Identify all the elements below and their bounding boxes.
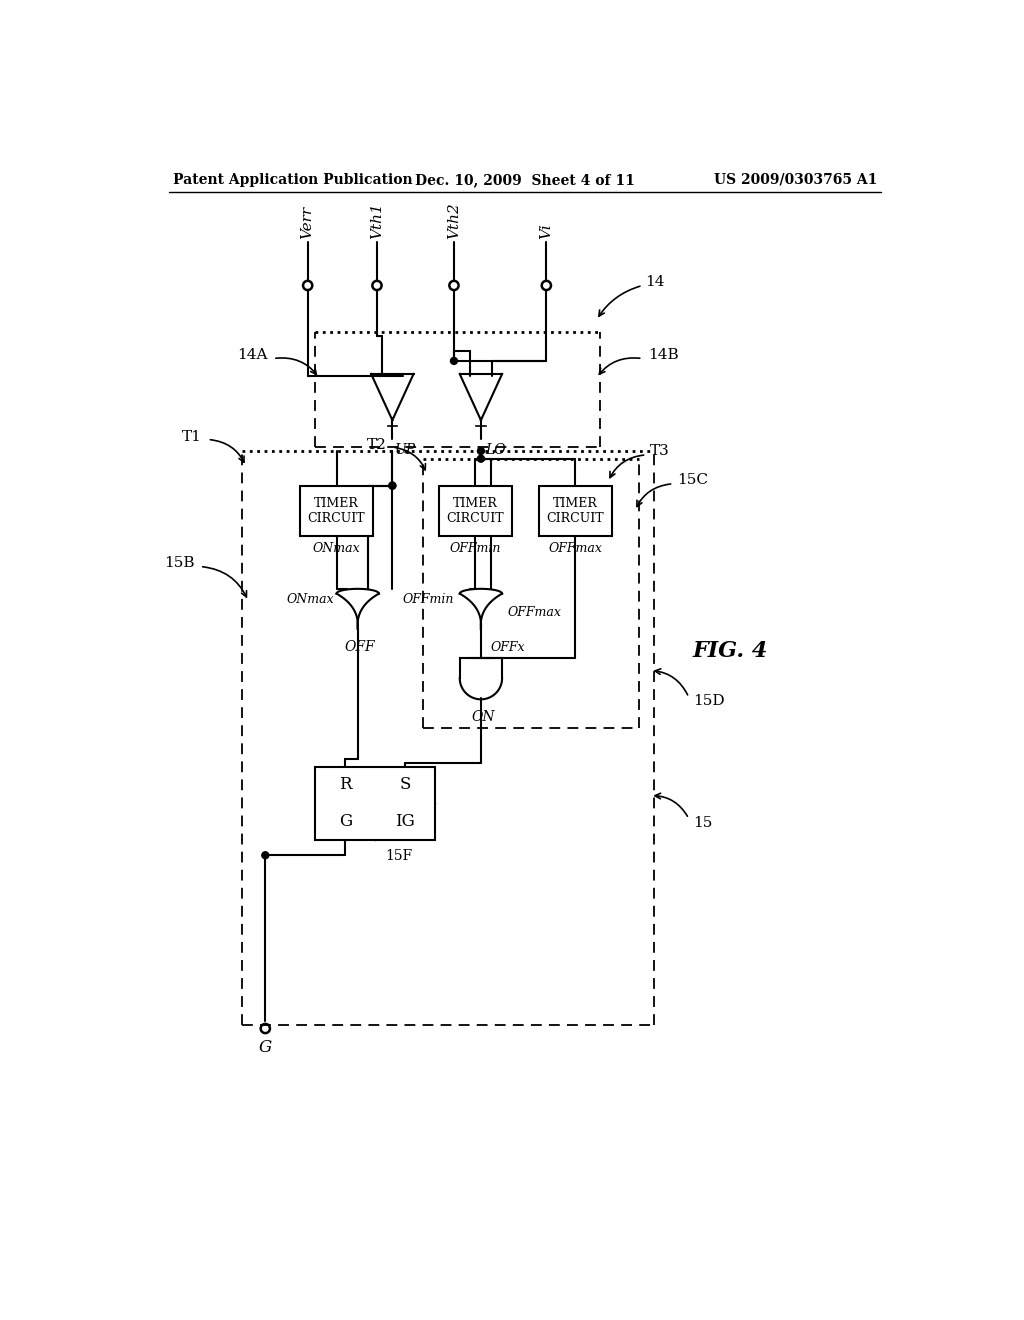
Bar [539,486,611,536]
Bar [315,767,435,840]
Text: FIG. 4: FIG. 4 [692,640,768,663]
Text: Dec. 10, 2009  Sheet 4 of 11: Dec. 10, 2009 Sheet 4 of 11 [415,173,635,187]
Text: 14A: 14A [238,347,267,362]
Text: T3: T3 [650,444,670,458]
Text: 15: 15 [692,816,712,829]
Text: 15C: 15C [677,473,709,487]
Text: Vi: Vi [540,223,553,239]
Text: Vth2: Vth2 [446,202,461,239]
Text: OFF: OFF [345,640,376,655]
Circle shape [389,482,396,490]
Circle shape [451,358,458,364]
Text: 15B: 15B [164,556,195,570]
Text: S: S [399,776,411,793]
Text: UP: UP [394,444,416,457]
Text: TIMER
CIRCUIT: TIMER CIRCUIT [446,496,504,524]
Text: Verr: Verr [301,206,314,239]
Text: TIMER
CIRCUIT: TIMER CIRCUIT [308,496,366,524]
Text: R: R [339,776,351,793]
Text: G: G [259,1039,272,1056]
Text: IG: IG [395,813,415,830]
Text: OFFx: OFFx [490,642,524,655]
Bar [438,486,512,536]
Text: G: G [339,813,352,830]
Text: OFFmax: OFFmax [508,606,562,619]
Text: 15F: 15F [385,849,413,863]
Text: OFFmin: OFFmin [402,593,454,606]
Text: OFFmax: OFFmax [548,543,602,554]
Circle shape [389,482,396,490]
Text: 14: 14 [645,275,665,289]
Text: 15D: 15D [692,694,724,709]
Text: ON: ON [471,710,495,723]
Text: Vth1: Vth1 [370,202,384,239]
Circle shape [262,851,268,859]
Text: US 2009/0303765 A1: US 2009/0303765 A1 [714,173,878,187]
Circle shape [477,447,484,454]
Text: T1: T1 [182,430,202,444]
Text: ONmax: ONmax [287,593,335,606]
Text: ONmax: ONmax [312,543,360,554]
Circle shape [477,455,484,462]
Text: LO: LO [484,444,506,457]
Text: TIMER
CIRCUIT: TIMER CIRCUIT [547,496,604,524]
Text: T2: T2 [367,438,387,451]
Text: 14B: 14B [648,347,679,362]
Text: Patent Application Publication: Patent Application Publication [173,173,413,187]
Text: OFFmin: OFFmin [450,543,501,554]
Bar [300,486,373,536]
